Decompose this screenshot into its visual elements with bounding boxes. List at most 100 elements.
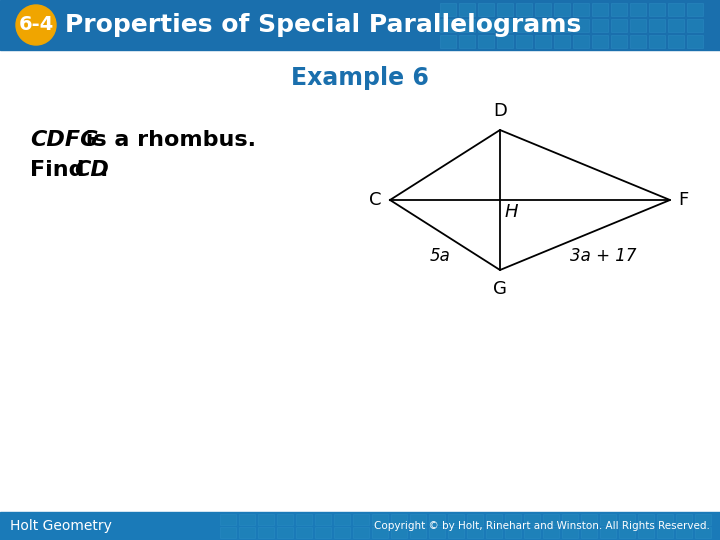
Bar	[258, 514, 274, 525]
Bar	[649, 35, 665, 48]
Bar	[581, 527, 597, 538]
Text: Copyright © by Holt, Rinehart and Winston. All Rights Reserved.: Copyright © by Holt, Rinehart and Winsto…	[374, 521, 710, 531]
Bar	[334, 527, 350, 538]
Bar	[524, 514, 540, 525]
Bar	[592, 35, 608, 48]
Text: 6-4: 6-4	[19, 16, 53, 35]
Bar	[239, 514, 255, 525]
Bar	[505, 514, 521, 525]
Bar	[600, 514, 616, 525]
Text: 5a: 5a	[430, 247, 451, 265]
Bar	[459, 35, 475, 48]
Bar	[315, 527, 331, 538]
Bar	[562, 514, 578, 525]
Bar	[467, 527, 483, 538]
Bar	[687, 19, 703, 32]
Bar	[497, 35, 513, 48]
Bar	[611, 19, 627, 32]
Bar	[516, 35, 532, 48]
Bar	[695, 514, 711, 525]
Text: Properties of Special Parallelograms: Properties of Special Parallelograms	[65, 13, 581, 37]
Text: H: H	[505, 203, 518, 221]
Bar	[535, 19, 551, 32]
Bar	[277, 527, 293, 538]
Bar	[638, 527, 654, 538]
Bar	[440, 19, 456, 32]
Bar	[573, 19, 589, 32]
Text: Holt Geometry: Holt Geometry	[10, 519, 112, 533]
Text: is a rhombus.: is a rhombus.	[78, 130, 256, 150]
Bar	[611, 35, 627, 48]
Bar	[573, 3, 589, 16]
Bar	[478, 3, 494, 16]
Text: CD: CD	[74, 160, 109, 180]
Bar	[695, 527, 711, 538]
Bar	[535, 3, 551, 16]
Bar	[220, 527, 236, 538]
Text: 3a + 17: 3a + 17	[570, 247, 636, 265]
Bar	[619, 514, 635, 525]
Bar	[592, 3, 608, 16]
Text: D: D	[493, 102, 507, 120]
Bar	[649, 3, 665, 16]
Bar	[630, 35, 646, 48]
Bar	[573, 35, 589, 48]
Bar	[372, 527, 388, 538]
Bar	[638, 514, 654, 525]
Text: G: G	[493, 280, 507, 298]
Bar	[459, 3, 475, 16]
Bar	[258, 527, 274, 538]
Bar	[296, 514, 312, 525]
Bar	[687, 35, 703, 48]
Text: F: F	[678, 191, 688, 209]
Bar	[497, 19, 513, 32]
Bar	[315, 514, 331, 525]
Bar	[600, 527, 616, 538]
Bar	[554, 3, 570, 16]
Text: C: C	[369, 191, 382, 209]
Bar	[505, 527, 521, 538]
Bar	[676, 527, 692, 538]
Bar	[391, 527, 407, 538]
Bar	[543, 527, 559, 538]
Bar	[687, 3, 703, 16]
Bar	[657, 514, 673, 525]
Bar	[0, 0, 720, 50]
Bar	[372, 514, 388, 525]
Bar	[516, 3, 532, 16]
Bar	[334, 514, 350, 525]
Bar	[611, 3, 627, 16]
Bar	[554, 19, 570, 32]
Bar	[486, 514, 502, 525]
Bar	[668, 3, 684, 16]
Bar	[630, 19, 646, 32]
Bar	[459, 19, 475, 32]
Bar	[440, 35, 456, 48]
Bar	[581, 514, 597, 525]
Bar	[467, 514, 483, 525]
Bar	[630, 3, 646, 16]
Bar	[668, 19, 684, 32]
Bar	[448, 527, 464, 538]
Bar	[239, 527, 255, 538]
Bar	[448, 514, 464, 525]
Bar	[524, 527, 540, 538]
Bar	[277, 514, 293, 525]
Bar	[619, 527, 635, 538]
Bar	[429, 527, 445, 538]
Bar	[535, 35, 551, 48]
Bar	[676, 514, 692, 525]
Bar	[0, 512, 720, 540]
Bar	[649, 19, 665, 32]
Bar	[296, 527, 312, 538]
Bar	[478, 35, 494, 48]
Text: .: .	[100, 160, 109, 180]
Bar	[668, 35, 684, 48]
Bar	[410, 514, 426, 525]
Bar	[353, 514, 369, 525]
Bar	[592, 19, 608, 32]
Bar	[497, 3, 513, 16]
Text: CDFG: CDFG	[30, 130, 99, 150]
Bar	[657, 527, 673, 538]
Bar	[516, 19, 532, 32]
